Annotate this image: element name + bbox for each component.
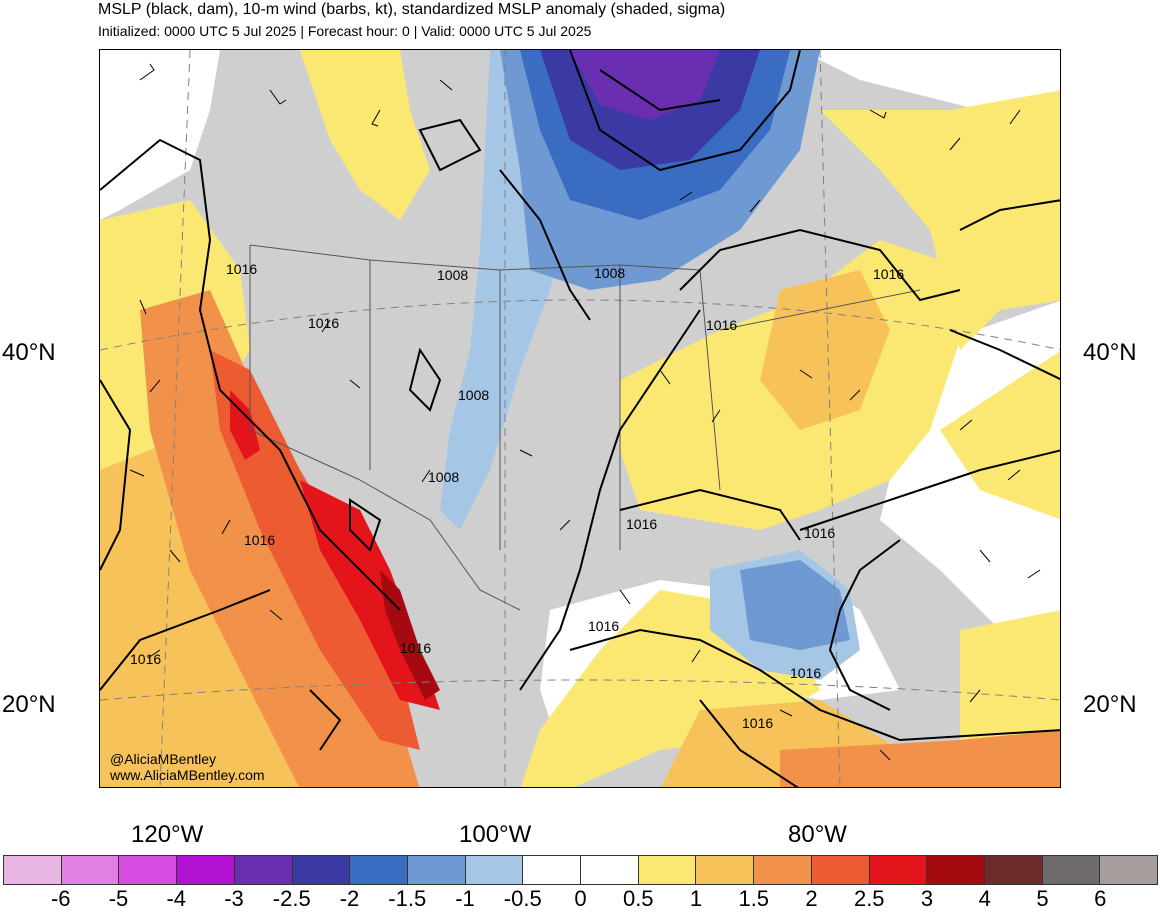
colorbar (3, 855, 1159, 885)
colorbar-tick-label: 0.5 (622, 886, 654, 911)
lon-label-100w: 100°W (459, 821, 532, 848)
lon-label-120w: 120°W (131, 821, 204, 848)
colorbar-tick-label: -6 (50, 886, 71, 911)
yellow-shading-quebec (820, 90, 1060, 350)
lat-label-40n-right: 40°N (1083, 339, 1137, 366)
contour-label: 1016 (308, 315, 339, 331)
colorbar-swatch (983, 855, 1042, 885)
political-borders (249, 244, 921, 611)
contour-labels: 1016 1016 1008 1008 1016 1016 1008 1008 … (130, 261, 904, 731)
blue-shading-florida-core (740, 560, 850, 650)
colorbar-swatch (810, 855, 869, 885)
colorbar-tick-label: 1.5 (738, 886, 770, 911)
darkred-shading-mexico (380, 570, 440, 700)
colorbar-swatch (349, 855, 407, 885)
contour-label: 1008 (458, 387, 489, 403)
colorbar-tick-label: 2.5 (853, 886, 885, 911)
colorbar-swatch (522, 855, 581, 885)
colorbar-swatch (291, 855, 350, 885)
credit-handle: @AliciaMBentley (110, 751, 217, 767)
redorange-shading-mexico (210, 350, 420, 750)
colorbar-swatch (695, 855, 754, 885)
colorbar-tick-label: -5 (108, 886, 129, 911)
darkorange-shading-caribbean (780, 730, 1060, 787)
colorbar-tick-label: 6 (1094, 886, 1107, 911)
lat-label-40n-left: 40°N (2, 339, 56, 366)
contour-label: 1008 (428, 469, 459, 485)
colorbar-tick-label: 5 (1036, 886, 1049, 911)
orange-shading-ohio (760, 270, 890, 430)
colorbar-swatch (464, 855, 523, 885)
colorbar-swatch (118, 855, 177, 885)
colorbar-swatch (406, 855, 465, 885)
yellow-shading-canada (300, 50, 430, 220)
chart-subtitle: Initialized: 0000 UTC 5 Jul 2025 | Forec… (98, 23, 592, 39)
colorbar-tick-label: -2.5 (272, 886, 311, 911)
colorbar-swatch (868, 855, 927, 885)
colorbar-tick-label: 1 (689, 886, 703, 911)
colorbar-tick-label: -1.5 (388, 886, 427, 911)
colorbar-tick-label: 3 (920, 886, 934, 911)
colorbar-swatch (3, 855, 61, 885)
colorbar-swatch (1041, 855, 1100, 885)
colorbar-ticks: -6 -5 -4 -3 -2.5 -2 -1.5 -1 -0.5 0 0.5 1 1.5 2 2.5 3 4 5 6 (0, 886, 1160, 912)
colorbar-tick-label: 0 (574, 886, 587, 911)
contour-label: 1016 (226, 261, 257, 277)
contour-label: 1016 (742, 715, 773, 731)
colorbar-swatch (637, 855, 696, 885)
graticule (100, 50, 1060, 787)
contour-label: 1016 (130, 651, 161, 667)
wind-barbs (129, 63, 1041, 761)
colorbar-tick-label: -0.5 (503, 886, 542, 911)
map-canvas: 1016 1016 1008 1008 1016 1016 1008 1008 … (100, 50, 1060, 787)
colorbar-tick-label: -1 (455, 886, 475, 911)
colorbar-swatch (233, 855, 292, 885)
colorbar-tick-label: 2 (805, 886, 818, 911)
contour-label: 1016 (706, 317, 737, 333)
contour-label: 1008 (594, 265, 625, 281)
colorbar-swatch (176, 855, 234, 885)
contour-label: 1008 (437, 267, 468, 283)
contour-label: 1016 (400, 640, 431, 656)
white-shading-ne (800, 50, 1060, 110)
contour-label: 1016 (588, 618, 619, 634)
contour-label: 1016 (244, 532, 275, 548)
colorbar-tick-label: -2 (339, 886, 360, 911)
chart-title: MSLP (black, dam), 10-m wind (barbs, kt)… (98, 1, 726, 18)
contour-label: 1016 (873, 266, 904, 282)
yellow-shading-atlantic (940, 351, 1060, 520)
colorbar-tick-label: -3 (224, 886, 244, 911)
contour-label: 1016 (804, 525, 835, 541)
white-shading-nw (100, 50, 220, 220)
colorbar-tick-label: 4 (978, 886, 991, 911)
lat-label-20n-right: 20°N (1083, 691, 1137, 718)
contour-label: 1016 (790, 665, 821, 681)
credit-website: www.AliciaMBentley.com (110, 767, 265, 783)
lon-label-80w: 80°W (788, 821, 847, 848)
purple-shading-hudson (570, 50, 720, 120)
colorbar-swatch (753, 855, 811, 885)
colorbar-swatch (580, 855, 638, 885)
contour-label: 1016 (626, 516, 657, 532)
colorbar-swatch (926, 855, 984, 885)
colorbar-swatch (60, 855, 119, 885)
colorbar-swatch (1099, 855, 1159, 885)
weather-map: 1016 1016 1008 1008 1016 1016 1008 1008 … (99, 49, 1061, 788)
lat-label-20n-left: 20°N (2, 691, 56, 718)
colorbar-tick-label: -4 (166, 886, 187, 911)
